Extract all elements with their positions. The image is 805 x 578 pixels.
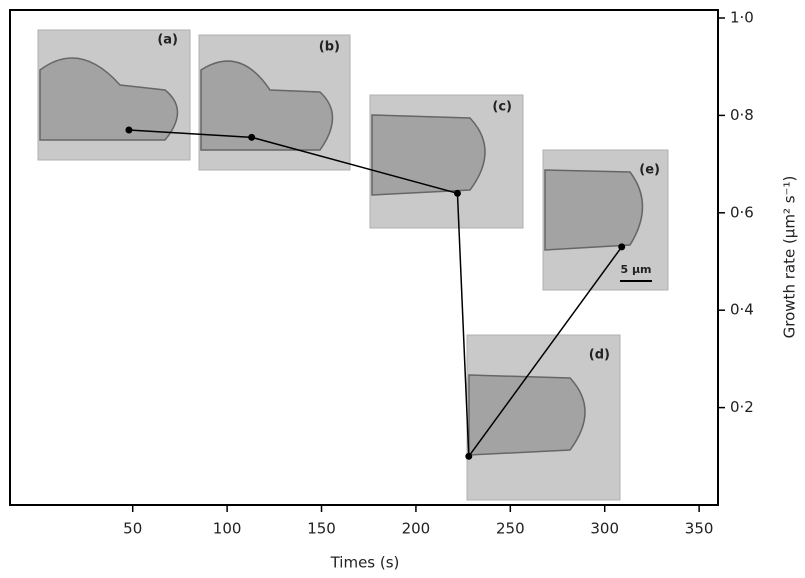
x-tick-label: 200 [402,520,431,538]
inset-label: (c) [492,100,512,115]
x-tick-label: 150 [307,520,336,538]
x-tick-label: 250 [496,520,525,538]
cell-shape [39,57,179,141]
inset-label: (e) [639,163,660,178]
cell-shape [200,60,334,151]
point [465,452,473,460]
cell-shape [468,374,586,456]
x-tick-label: 350 [685,520,714,538]
point [618,243,626,251]
cell-shape [371,114,486,196]
y-tick-label: 0·6 [730,203,754,221]
y-tick-label: 0·2 [730,398,754,416]
x-axis-label: Times (s) [330,554,400,572]
point [453,189,461,197]
inset-label: (d) [589,348,610,363]
insets: (a) (b) (c) (d) (e) 5 µm [37,29,669,501]
y-tick-label: 1·0 [730,9,754,27]
inset-label: (b) [319,40,340,55]
point [248,133,256,141]
x-tick-label: 100 [213,520,242,538]
y-tick-label: 0·8 [730,106,754,124]
inset-label: (a) [157,33,178,48]
scale-bar-label: 5 µm [620,263,651,276]
plot-frame [9,9,719,506]
x-tick-label: 50 [123,520,142,538]
y-axis-label: Growth rate (µm² s⁻¹) [781,176,799,339]
point [125,126,133,134]
y-tick-label: 0·4 [730,301,754,319]
x-tick-label: 300 [590,520,619,538]
cell-shape [544,169,644,251]
